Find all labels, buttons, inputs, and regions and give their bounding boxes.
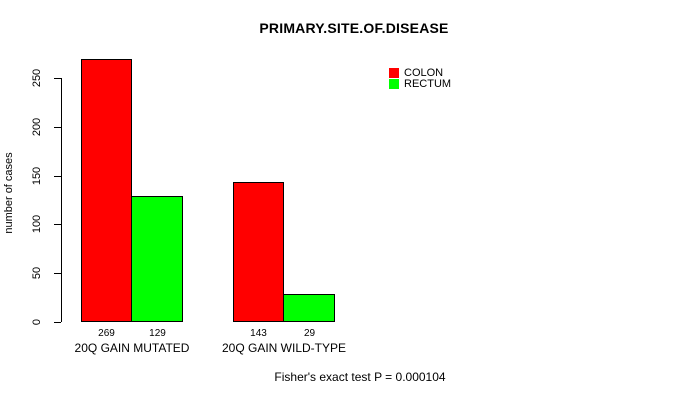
y-axis-tick bbox=[54, 224, 61, 225]
caption-fishers-test: Fisher's exact test P = 0.000104 bbox=[274, 370, 446, 384]
bar-rectum-group2 bbox=[283, 294, 335, 322]
y-axis-line bbox=[61, 78, 62, 322]
bar-rectum-group1 bbox=[131, 196, 183, 322]
legend-swatch-icon bbox=[389, 79, 399, 89]
y-axis-tick bbox=[54, 78, 61, 79]
chart-title: PRIMARY.SITE.OF.DISEASE bbox=[259, 20, 449, 36]
legend-item-colon: COLON bbox=[389, 67, 451, 79]
bar-value-label: 269 bbox=[98, 328, 115, 339]
bar-value-label: 29 bbox=[303, 328, 316, 339]
y-axis-label: number of cases bbox=[3, 152, 15, 234]
y-axis-tick bbox=[54, 176, 61, 177]
bar-value-label: 143 bbox=[250, 328, 267, 339]
y-axis-tick-label: 0 bbox=[31, 318, 43, 326]
bar-colon-group2 bbox=[233, 182, 284, 322]
y-axis-tick-label: 200 bbox=[31, 117, 43, 137]
y-axis-tick-label: 50 bbox=[31, 266, 43, 280]
y-axis-tick bbox=[54, 322, 61, 323]
y-axis-tick bbox=[54, 273, 61, 274]
legend-label: COLON bbox=[404, 67, 444, 79]
y-axis-tick-label: 100 bbox=[31, 214, 43, 234]
category-label: 20Q GAIN MUTATED bbox=[74, 341, 190, 355]
category-label: 20Q GAIN WILD-TYPE bbox=[221, 341, 347, 355]
y-axis-tick-label: 150 bbox=[31, 166, 43, 186]
legend-label: RECTUM bbox=[404, 78, 452, 90]
bar-value-label: 129 bbox=[149, 328, 166, 339]
bar-colon-group1 bbox=[81, 59, 132, 322]
legend-swatch-icon bbox=[389, 68, 399, 78]
legend: COLON RECTUM bbox=[389, 67, 452, 90]
y-axis-tick-label: 250 bbox=[31, 68, 43, 88]
legend-item-rectum: RECTUM bbox=[389, 78, 452, 90]
y-axis-tick bbox=[54, 127, 61, 128]
